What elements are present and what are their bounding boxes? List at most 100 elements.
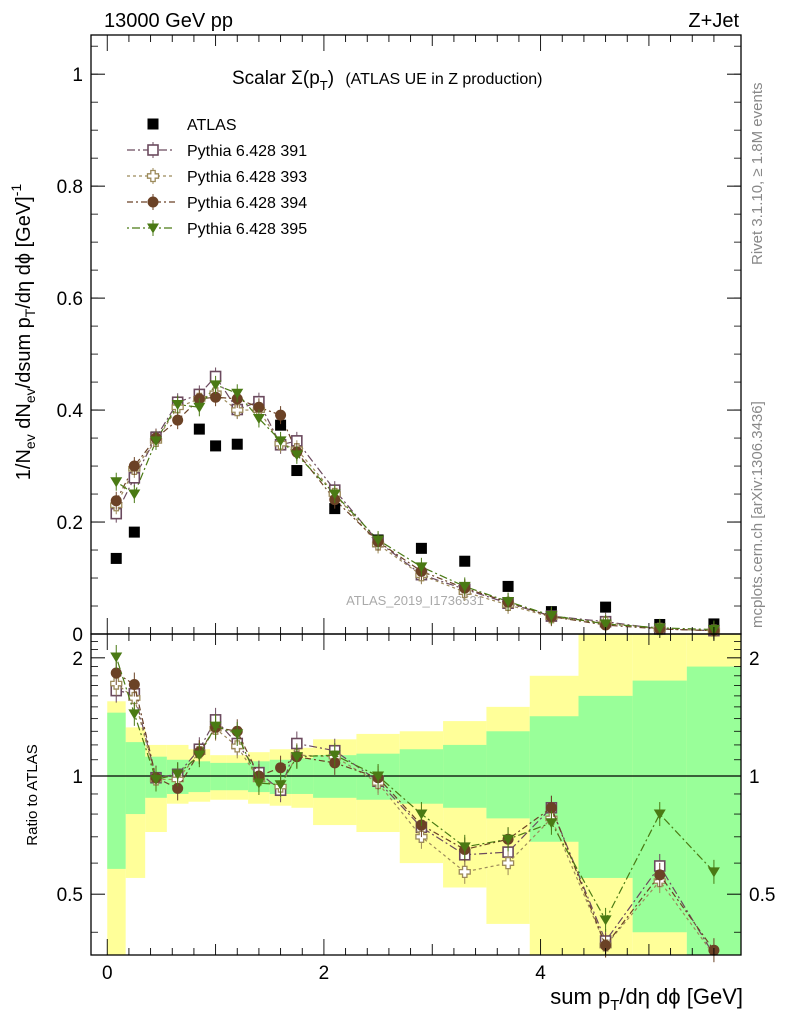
mc-point <box>209 380 222 391</box>
main-title-extra: (ATLAS UE in Z production) <box>345 71 542 88</box>
ratio-point <box>545 802 557 814</box>
ratio-point <box>193 750 206 761</box>
atlas-point <box>193 423 205 435</box>
atlas-point <box>128 526 140 538</box>
energy-label: 13000 GeV pp <box>104 10 233 32</box>
ratio-point <box>707 867 720 878</box>
ratio-tick-label-right: 2 <box>749 649 760 670</box>
legend-marker <box>147 196 159 208</box>
ratio-tick-label: 1 <box>72 767 83 788</box>
atlas-point <box>502 580 514 592</box>
ratio-point <box>231 729 244 740</box>
lower-frame <box>90 633 742 956</box>
ratio-point <box>209 721 222 732</box>
atlas-point <box>291 465 303 477</box>
ratio-point <box>252 778 265 789</box>
rivet-label: Rivet 3.1.10, ≥ 1.8M events <box>749 83 766 266</box>
y-tick-label: 0 <box>72 625 83 646</box>
ratio-point <box>654 869 666 881</box>
ratio-point <box>415 809 428 820</box>
mc-point <box>328 489 341 500</box>
ratio-plot <box>110 644 720 963</box>
mc-point <box>231 388 244 399</box>
ratio-point <box>653 809 666 820</box>
lower-y-axis-label: Ratio to ATLAS <box>24 744 41 845</box>
main-title-close: ) <box>328 68 334 89</box>
mc-point <box>372 535 385 546</box>
mc-point <box>210 391 222 403</box>
band-inner-rect <box>107 712 126 869</box>
ratio-point <box>110 667 122 679</box>
ratio-point <box>150 774 162 785</box>
mc-point <box>231 403 244 417</box>
ratio-point <box>372 771 385 782</box>
y-tick-label: 0.8 <box>57 177 83 198</box>
legend-label: Pythia 6.428 391 <box>187 143 307 160</box>
main-title-text: Scalar Σ(p <box>232 68 320 89</box>
atlas-point <box>110 552 122 564</box>
analysis-watermark: ATLAS_2019_I1736531 <box>346 593 484 608</box>
mc-point <box>545 611 558 622</box>
upper-y-axis-label: 1/Nev dNev/dsum pT/dη dϕ [GeV]-1 <box>8 184 38 481</box>
mc-point <box>172 414 184 426</box>
ratio-point <box>274 780 287 791</box>
mc-point <box>253 401 265 413</box>
mcplots-label: mcplots.cern.ch [arXiv:1306.3436] <box>749 401 766 628</box>
legend-marker <box>147 118 159 130</box>
ratio-point <box>328 750 341 761</box>
mc-point <box>150 436 162 447</box>
mc-point <box>415 562 428 573</box>
legend-marker <box>147 223 159 234</box>
ratio-point <box>290 752 303 763</box>
ratio-point <box>501 856 515 870</box>
atlas-point <box>415 542 427 554</box>
ratio-tick-label: 0.5 <box>57 885 83 906</box>
atlas-point <box>459 555 471 567</box>
ratio-tick-label: 2 <box>72 649 83 670</box>
ratio-bands <box>91 634 741 955</box>
atlas-point <box>600 601 612 613</box>
legend-label: ATLAS <box>187 117 237 134</box>
x-tick-label: 2 <box>319 963 330 984</box>
ratio-tick-label-right: 0.5 <box>749 885 775 906</box>
ratio-point <box>128 679 140 691</box>
mc-point <box>128 489 141 500</box>
ratio-point <box>545 818 558 829</box>
mc-point <box>275 409 287 421</box>
mc-point <box>653 623 666 634</box>
band-inner-rect <box>578 695 633 878</box>
band-inner-rect <box>125 742 146 815</box>
y-tick-label: 0.2 <box>57 513 83 534</box>
ratio-tick-label-right: 1 <box>749 767 760 788</box>
band-inner-rect <box>486 731 530 819</box>
legend-label: Pythia 6.428 393 <box>187 169 307 186</box>
ratio-point <box>231 740 244 753</box>
band-inner-rect <box>188 761 211 793</box>
ratio-point <box>600 940 612 952</box>
atlas-point <box>231 438 243 450</box>
legend-marker <box>147 144 159 156</box>
atlas-point <box>210 440 222 452</box>
mc-point <box>458 581 471 592</box>
legend-label: Pythia 6.428 394 <box>187 195 307 212</box>
x-tick-label: 0 <box>102 963 113 984</box>
band-inner-rect <box>686 666 741 955</box>
mc-point <box>110 495 122 507</box>
y-tick-label: 0.4 <box>57 401 84 422</box>
mc-point <box>128 460 140 472</box>
ratio-point <box>599 915 612 926</box>
ratio-point <box>171 769 184 780</box>
axes: 0 0.2 0.4 0.6 0.8 1 0 2 4 0.5 0.5 1 1 2 2 <box>57 34 775 984</box>
ratio-point <box>502 834 515 845</box>
ratio-point <box>110 652 123 663</box>
svg-text:1/Nev dNev/dsum pT/dη dϕ [GeV: 1/Nev dNev/dsum pT/dη dϕ [GeV]-1 <box>8 184 38 481</box>
mc-point <box>502 597 515 608</box>
mc-point <box>599 619 612 630</box>
ratio-point <box>172 782 184 794</box>
atlas-point <box>275 419 287 431</box>
main-title: Scalar Σ(pT) (ATLAS UE in Z production) <box>232 68 542 93</box>
x-tick-label: 4 <box>535 963 546 984</box>
mc-point <box>171 399 184 410</box>
main-title-sub: T <box>320 78 328 93</box>
